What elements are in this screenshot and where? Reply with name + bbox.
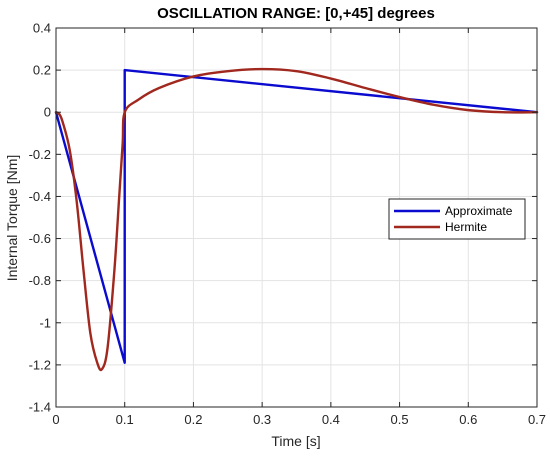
x-tick-label: 0.2 bbox=[184, 412, 202, 427]
legend-label-approximate: Approximate bbox=[445, 204, 513, 218]
x-axis-label: Time [s] bbox=[271, 433, 320, 449]
y-tick-label: -0.4 bbox=[29, 189, 51, 204]
y-tick-label: -0.6 bbox=[29, 231, 51, 246]
legend-box bbox=[388, 198, 526, 240]
y-tick-label: -0.8 bbox=[29, 273, 51, 288]
x-tick-label: 0.5 bbox=[391, 412, 409, 427]
legend-label-hermite: Hermite bbox=[445, 220, 487, 234]
series-line-approximate bbox=[54, 68, 539, 364]
y-tick-label: 0.2 bbox=[33, 63, 51, 78]
plot-frame bbox=[55, 27, 538, 408]
x-tick-label: 0.3 bbox=[253, 412, 271, 427]
x-tick-label: 0.7 bbox=[528, 412, 546, 427]
y-axis-label: Internal Torque [Nm] bbox=[4, 155, 20, 282]
chart-title: OSCILLATION RANGE: [0,+45] degrees bbox=[157, 5, 435, 22]
y-tick-label: -1.2 bbox=[29, 357, 51, 372]
x-tick-label: 0.1 bbox=[116, 412, 134, 427]
x-tick-label: 0 bbox=[52, 412, 59, 427]
ticks: 0 0.1 0.2 0.3 0.4 0.5 0.6 0.7 -1.4 -1.2 -1 -0.8 -0.6… bbox=[29, 21, 546, 428]
y-tick-label: 0.4 bbox=[33, 21, 51, 36]
y-tick-label: -1 bbox=[39, 315, 51, 330]
legend: Approximate Hermite bbox=[388, 198, 526, 240]
x-tick-label: 0.4 bbox=[322, 412, 340, 427]
y-tick-label: -1.4 bbox=[29, 400, 51, 415]
series-line-hermite bbox=[54, 67, 539, 372]
series-layer bbox=[54, 67, 539, 372]
y-tick-label: 0 bbox=[44, 105, 51, 120]
x-tick-label: 0.6 bbox=[459, 412, 477, 427]
y-tick-label: -0.2 bbox=[29, 147, 51, 162]
